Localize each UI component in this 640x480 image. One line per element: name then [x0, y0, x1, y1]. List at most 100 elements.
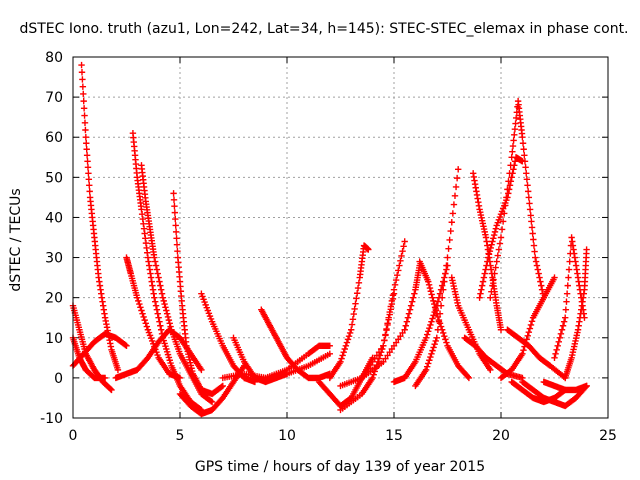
data-point-marker: [162, 304, 169, 311]
data-point-marker: [140, 313, 147, 321]
data-point-marker: [509, 148, 516, 155]
data-point-marker: [526, 206, 534, 213]
data-point-marker: [81, 112, 88, 119]
data-point-marker: [123, 342, 130, 349]
data-point-marker: [432, 337, 439, 345]
data-point-marker: [122, 341, 129, 349]
data-point-marker: [350, 310, 357, 318]
data-point-marker: [491, 270, 498, 277]
data-point-marker: [151, 294, 158, 301]
data-point-marker: [507, 162, 514, 169]
data-point-marker: [483, 262, 490, 269]
series-26: [469, 170, 505, 333]
series-25: [461, 334, 526, 382]
data-point-marker: [553, 346, 560, 354]
data-point-marker: [158, 290, 166, 297]
data-point-marker: [352, 300, 359, 307]
x-axis-label: GPS time / hours of day 139 of year 2015: [195, 459, 485, 475]
y-tick-label: 10: [45, 331, 63, 347]
data-point-marker: [107, 385, 114, 393]
data-point-marker: [478, 286, 485, 293]
data-point-marker: [527, 212, 534, 219]
y-tick-label: -10: [40, 411, 63, 427]
data-point-marker: [390, 342, 398, 349]
data-point-marker: [449, 210, 457, 217]
data-point-marker: [431, 340, 438, 348]
data-point-marker: [428, 318, 435, 325]
data-point-marker: [156, 318, 163, 325]
data-point-marker: [429, 315, 436, 322]
data-point-marker: [152, 262, 160, 269]
x-tick-label: 25: [599, 428, 617, 444]
data-point-marker: [337, 358, 344, 366]
data-point-marker: [490, 235, 497, 242]
data-point-marker: [532, 254, 539, 261]
data-point-marker: [383, 326, 390, 334]
data-point-marker: [156, 278, 163, 285]
data-point-marker: [519, 134, 526, 141]
data-point-marker: [430, 297, 437, 305]
data-point-marker: [488, 241, 495, 248]
data-point-marker: [552, 350, 559, 358]
data-point-marker: [477, 290, 484, 297]
data-point-marker: [384, 352, 391, 359]
series-6: [129, 130, 205, 414]
data-point-marker: [554, 342, 561, 349]
data-point-marker: [402, 322, 409, 329]
data-point-marker: [511, 131, 518, 139]
data-point-marker: [170, 190, 177, 197]
data-point-marker: [524, 182, 531, 189]
data-point-marker: [442, 270, 449, 277]
data-point-marker: [523, 170, 530, 177]
series-35: [540, 378, 590, 394]
data-point-marker: [565, 266, 573, 273]
data-point-marker: [141, 316, 148, 324]
y-tick-label: 20: [45, 291, 63, 307]
data-point-marker: [344, 336, 352, 343]
series-23: [416, 258, 473, 382]
data-point-marker: [438, 282, 446, 289]
data-point-marker: [425, 278, 432, 285]
data-point-marker: [447, 227, 454, 235]
data-point-marker: [164, 313, 172, 321]
data-point-marker: [392, 339, 400, 346]
y-tick-label: 30: [45, 251, 63, 267]
data-point-marker: [401, 326, 408, 333]
data-point-marker: [430, 344, 437, 351]
data-point-marker: [143, 323, 151, 330]
data-point-marker: [163, 310, 171, 317]
data-point-marker: [79, 76, 86, 83]
data-point-marker: [174, 247, 181, 255]
data-point-marker: [427, 288, 435, 295]
data-point-marker: [563, 298, 570, 305]
data-point-marker: [551, 354, 558, 362]
data-point-marker: [441, 332, 448, 340]
data-point-marker: [502, 202, 509, 209]
data-point-marker: [479, 278, 487, 285]
data-point-marker: [450, 201, 458, 208]
data-point-marker: [525, 328, 533, 336]
data-point-marker: [527, 321, 535, 329]
data-point-marker: [163, 307, 170, 314]
data-point-marker: [482, 266, 489, 273]
data-point-marker: [427, 321, 434, 329]
data-point-marker: [531, 248, 538, 255]
data-point-marker: [446, 236, 453, 244]
data-point-marker: [431, 300, 438, 308]
data-point-marker: [142, 320, 149, 327]
data-point-marker: [524, 332, 531, 339]
data-point-marker: [523, 176, 531, 183]
data-point-marker: [395, 336, 402, 343]
data-point-marker: [532, 258, 540, 265]
data-point-marker: [171, 209, 179, 216]
data-point-marker: [511, 126, 519, 133]
data-point-marker: [486, 247, 494, 255]
axis-ticks: 0 5 10 15 20 25 -10 0 10 20 30 40 50 60 70 80: [40, 50, 617, 444]
data-point-marker: [509, 142, 517, 150]
data-point-marker: [529, 230, 536, 237]
data-point-marker: [83, 146, 90, 153]
data-point-marker: [430, 312, 437, 319]
data-point-marker: [423, 331, 431, 338]
data-point-marker: [563, 290, 571, 297]
data-point-marker: [351, 305, 358, 313]
